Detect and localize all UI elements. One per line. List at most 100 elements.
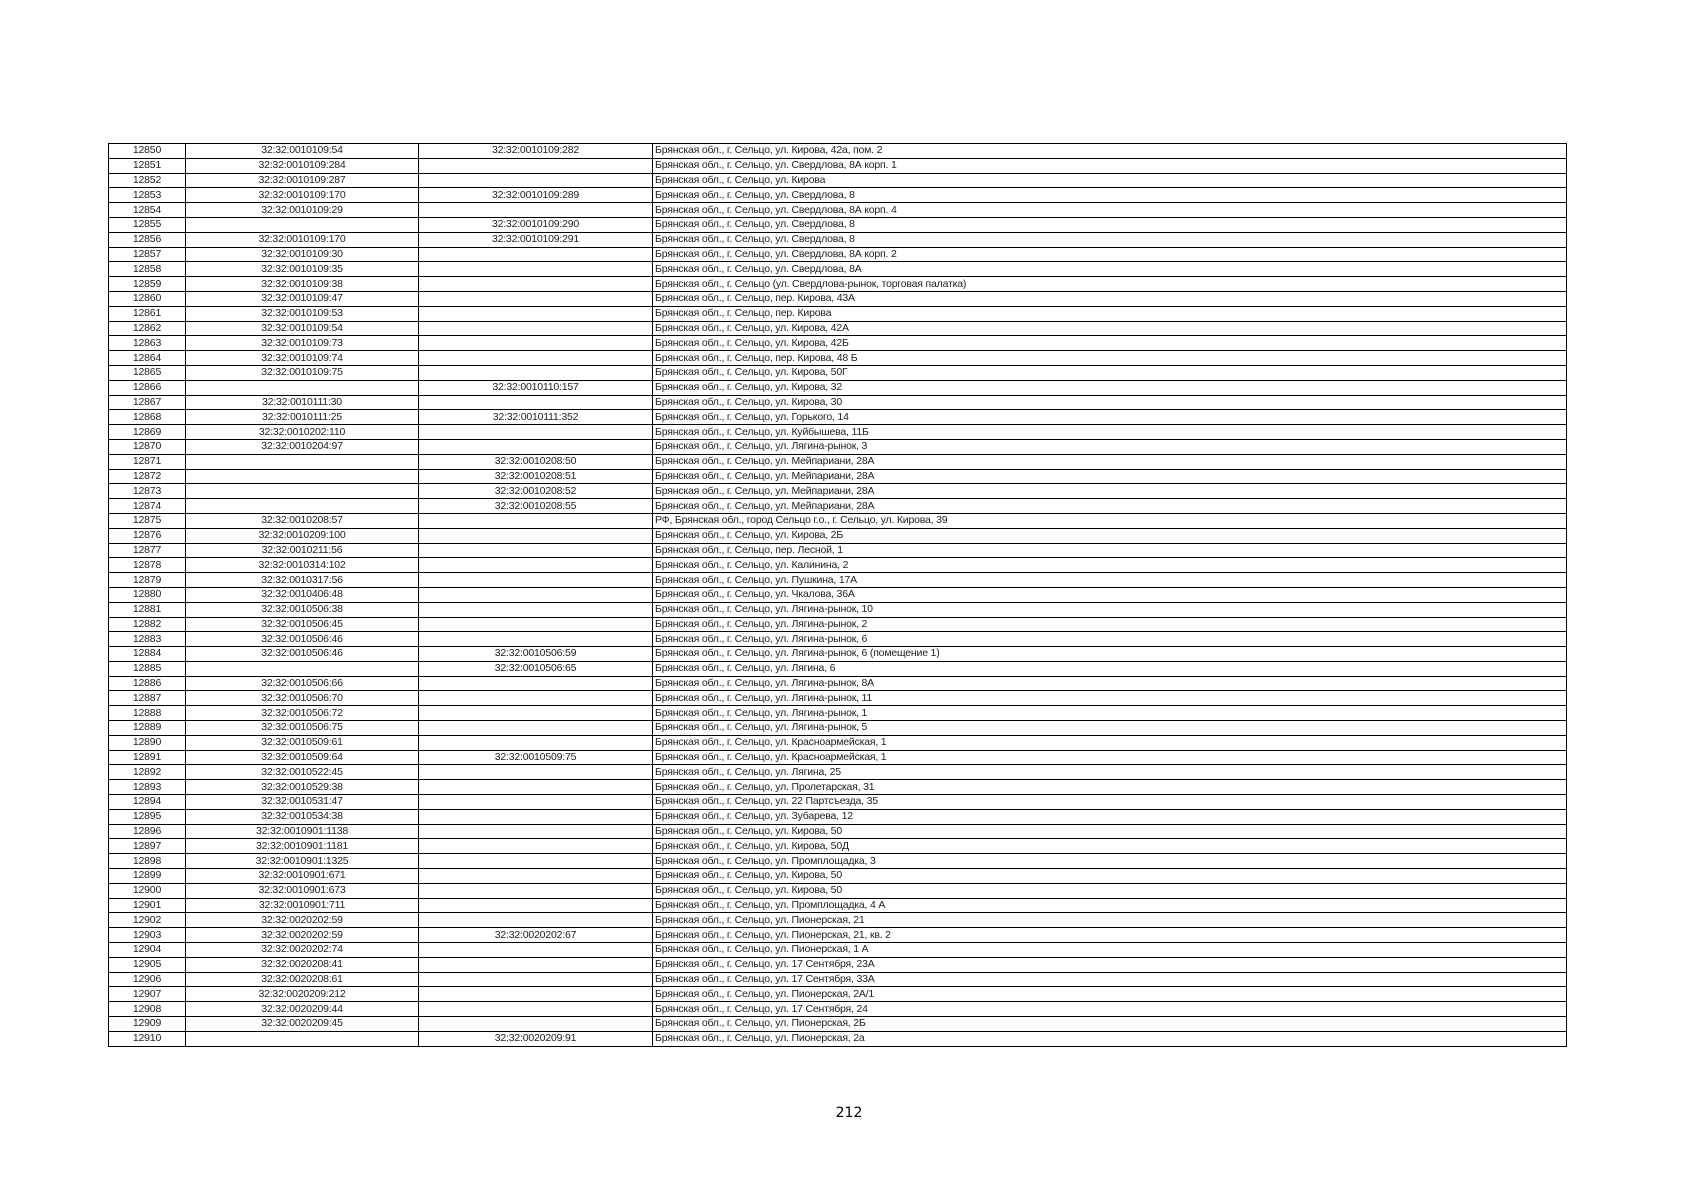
row-number-cell: 12879	[108, 572, 186, 588]
address-cell: Брянская обл., г. Сельцо, ул. Лягина, 25	[652, 764, 1567, 781]
related-cadastral-number-cell	[418, 912, 653, 929]
row-number-cell: 12882	[108, 616, 186, 633]
row-number-cell: 12886	[108, 675, 186, 692]
address-cell: Брянская обл., г. Сельцо, ул. 17 Сентябр…	[652, 1001, 1567, 1018]
related-cadastral-number-cell: 32:32:0010509:75	[418, 749, 653, 766]
cadastral-number-cell: 32:32:0010109:35	[185, 261, 419, 278]
table-row: 12895 32:32:0010534:38 Брянская обл., г. С…	[108, 808, 1567, 825]
cadastral-number-cell: 32:32:0010506:72	[185, 705, 419, 722]
row-number-cell: 12893	[108, 779, 186, 796]
table-row: 12883 32:32:0010506:46 Брянская обл., г. С…	[108, 631, 1567, 648]
table-row: 12874 32:32:0010208:55 Брянская обл., г. С…	[108, 498, 1567, 514]
cadastral-number-cell: 32:32:0010209:100	[185, 527, 419, 544]
cadastral-number-cell	[185, 483, 419, 500]
cadastral-number-cell: 32:32:0010211:56	[185, 542, 419, 559]
table-row: 12910 32:32:0020209:91 Брянская обл., г. С…	[108, 1030, 1567, 1047]
table-row: 12890 32:32:0010509:61 Брянская обл., г. С…	[108, 734, 1567, 751]
table-row: 12899 32:32:0010901:671 Брянская обл., г. …	[108, 868, 1567, 884]
cadastral-number-cell: 32:32:0010506:38	[185, 601, 419, 618]
address-cell: Брянская обл., г. Сельцо, ул. 17 Сентябр…	[652, 971, 1567, 988]
related-cadastral-number-cell	[418, 246, 653, 263]
cadastral-number-cell: 32:32:0010506:75	[185, 720, 419, 736]
table-row: 12904 32:32:0020202:74 Брянская обл., г. С…	[108, 942, 1567, 958]
table-row: 12900 32:32:0010901:673 Брянская обл., г. …	[108, 882, 1567, 899]
address-cell: Брянская обл., г. Сельцо, ул. Лягина, 6	[652, 660, 1567, 677]
table-row: 12892 32:32:0010522:45 Брянская обл., г. С…	[108, 764, 1567, 781]
related-cadastral-number-cell	[418, 394, 653, 411]
cadastral-number-cell: 32:32:0010506:46	[185, 631, 419, 648]
related-cadastral-number-cell: 32:32:0010109:290	[418, 216, 653, 233]
related-cadastral-number-cell	[418, 350, 653, 366]
row-number-cell: 12884	[108, 646, 186, 662]
cadastral-number-cell: 32:32:0010109:38	[185, 276, 419, 292]
related-cadastral-number-cell	[418, 542, 653, 559]
row-number-cell: 12869	[108, 424, 186, 440]
row-number-cell: 12875	[108, 512, 186, 529]
page-number: 212	[835, 1105, 863, 1121]
table-row: 12857 32:32:0010109:30 Брянская обл., г. С…	[108, 246, 1567, 263]
related-cadastral-number-cell	[418, 261, 653, 278]
row-number-cell: 12876	[108, 527, 186, 544]
cadastral-number-cell: 32:32:0010901:671	[185, 868, 419, 884]
table-body: 12850 32:32:0010109:54 32:32:0010109:282 Бр…	[108, 143, 1567, 1047]
related-cadastral-number-cell: 32:32:0010208:51	[418, 468, 653, 485]
cadastral-number-cell: 32:32:0020202:74	[185, 942, 419, 958]
cadastral-number-cell: 32:32:0010506:46	[185, 646, 419, 662]
table-row: 12884 32:32:0010506:46 32:32:0010506:59 Бря…	[108, 646, 1567, 662]
cadastral-number-cell	[185, 660, 419, 677]
cadastral-number-cell: 32:32:0010109:54	[185, 143, 419, 159]
related-cadastral-number-cell	[418, 616, 653, 633]
table-row: 12898 32:32:0010901:1325 Брянская обл., г.…	[108, 853, 1567, 870]
cadastral-number-cell: 32:32:0010901:711	[185, 897, 419, 914]
cadastral-number-cell	[185, 453, 419, 470]
cadastral-number-cell: 32:32:0010109:53	[185, 305, 419, 322]
row-number-cell: 12871	[108, 453, 186, 470]
related-cadastral-number-cell: 32:32:0010111:352	[418, 409, 653, 426]
table-row: 12850 32:32:0010109:54 32:32:0010109:282 Бр…	[108, 143, 1567, 159]
address-cell: Брянская обл., г. Сельцо, ул. Лягина-рын…	[652, 720, 1567, 736]
address-cell: Брянская обл., г. Сельцо, ул. Кирова, 50…	[652, 838, 1567, 855]
related-cadastral-number-cell	[418, 971, 653, 988]
row-number-cell: 12855	[108, 216, 186, 233]
cadastral-number-cell: 32:32:0010317:56	[185, 572, 419, 588]
row-number-cell: 12858	[108, 261, 186, 278]
cadastral-number-cell: 32:32:0010901:1325	[185, 853, 419, 870]
cadastral-number-cell: 32:32:0010109:284	[185, 157, 419, 174]
row-number-cell: 12909	[108, 1016, 186, 1032]
address-cell: Брянская обл., г. Сельцо, пер. Кирова, 4…	[652, 350, 1567, 366]
address-cell: Брянская обл., г. Сельцо, ул. 22 Партсъе…	[652, 794, 1567, 810]
table-row: 12862 32:32:0010109:54 Брянская обл., г. С…	[108, 320, 1567, 337]
cadastral-number-cell: 32:32:0010109:29	[185, 202, 419, 218]
address-cell: Брянская обл., г. Сельцо, ул. Лягина-рын…	[652, 631, 1567, 648]
address-cell: Брянская обл., г. Сельцо, ул. Пролетарск…	[652, 779, 1567, 796]
related-cadastral-number-cell	[418, 424, 653, 440]
related-cadastral-number-cell	[418, 305, 653, 322]
row-number-cell: 12864	[108, 350, 186, 366]
address-cell: Брянская обл., г. Сельцо, ул. Кирова, 50	[652, 868, 1567, 884]
table-row: 12869 32:32:0010202:110 Брянская обл., г. …	[108, 424, 1567, 440]
table-row: 12893 32:32:0010529:38 Брянская обл., г. С…	[108, 779, 1567, 796]
cadastral-number-cell: 32:32:0010204:97	[185, 438, 419, 455]
table-row: 12855 32:32:0010109:290 Брянская обл., г. …	[108, 216, 1567, 233]
cadastral-number-cell: 32:32:0010509:64	[185, 749, 419, 766]
table-row: 12851 32:32:0010109:284 Брянская обл., г. …	[108, 157, 1567, 174]
cadastral-number-cell	[185, 1030, 419, 1047]
address-cell: Брянская обл., г. Сельцо, ул. Калинина, …	[652, 557, 1567, 574]
row-number-cell: 12862	[108, 320, 186, 337]
cadastral-number-cell: 32:32:0020209:44	[185, 1001, 419, 1018]
related-cadastral-number-cell	[418, 986, 653, 1003]
related-cadastral-number-cell	[418, 942, 653, 958]
address-cell: Брянская обл., г. Сельцо, ул. Кирова, 50	[652, 823, 1567, 840]
address-cell: Брянская обл., г. Сельцо, ул. Пионерская…	[652, 912, 1567, 929]
address-cell: Брянская обл., г. Сельцо, ул. Лягина-рын…	[652, 616, 1567, 633]
row-number-cell: 12905	[108, 956, 186, 973]
table-row: 12897 32:32:0010901:1181 Брянская обл., г.…	[108, 838, 1567, 855]
related-cadastral-number-cell: 32:32:0020209:91	[418, 1030, 653, 1047]
related-cadastral-number-cell	[418, 764, 653, 781]
cadastral-number-cell: 32:32:0010109:47	[185, 290, 419, 307]
related-cadastral-number-cell	[418, 838, 653, 855]
related-cadastral-number-cell	[418, 438, 653, 455]
address-cell: Брянская обл., г. Сельцо, ул. Мейпариани…	[652, 453, 1567, 470]
address-cell: Брянская обл., г. Сельцо, пер. Кирова	[652, 305, 1567, 322]
address-cell: Брянская обл., г. Сельцо, ул. Промплощад…	[652, 897, 1567, 914]
